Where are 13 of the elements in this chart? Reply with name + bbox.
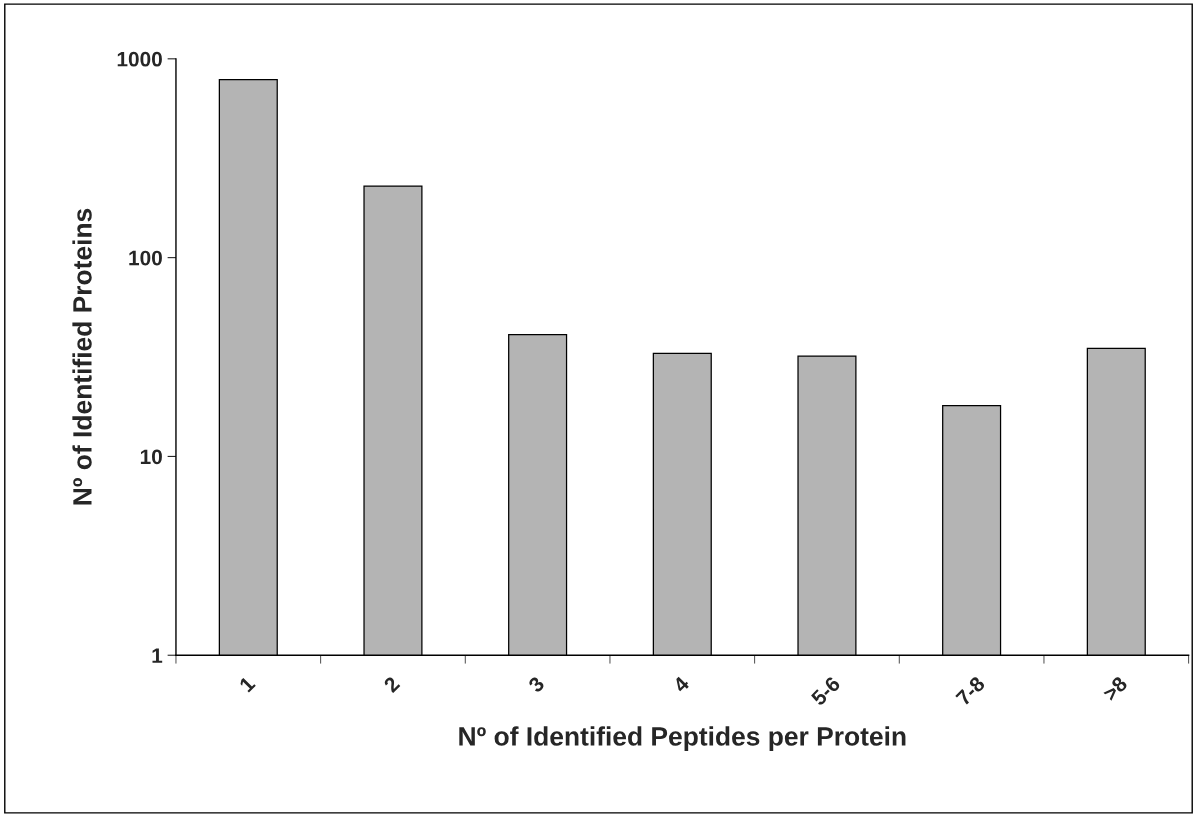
y-tick-label: 100 xyxy=(129,250,162,266)
x-tick-label: 3 xyxy=(527,675,546,694)
x-tick-label: 4 xyxy=(672,675,691,694)
x-tick-label: 1 xyxy=(238,675,256,693)
y-tick-label: 1 xyxy=(152,648,163,663)
x-tick-label: 7-8 xyxy=(955,675,986,707)
x-tick-label: >8 xyxy=(1102,675,1129,702)
y-axis-title: Nº of Identified Proteins xyxy=(72,208,92,505)
x-tick-label: 5-6 xyxy=(810,675,842,707)
y-tick-label: 10 xyxy=(140,449,162,465)
y-tick-label: 1000 xyxy=(117,51,162,67)
x-axis-title: Nº of Identified Peptides per Protein xyxy=(459,726,906,751)
x-tick-label: 2 xyxy=(382,675,401,694)
